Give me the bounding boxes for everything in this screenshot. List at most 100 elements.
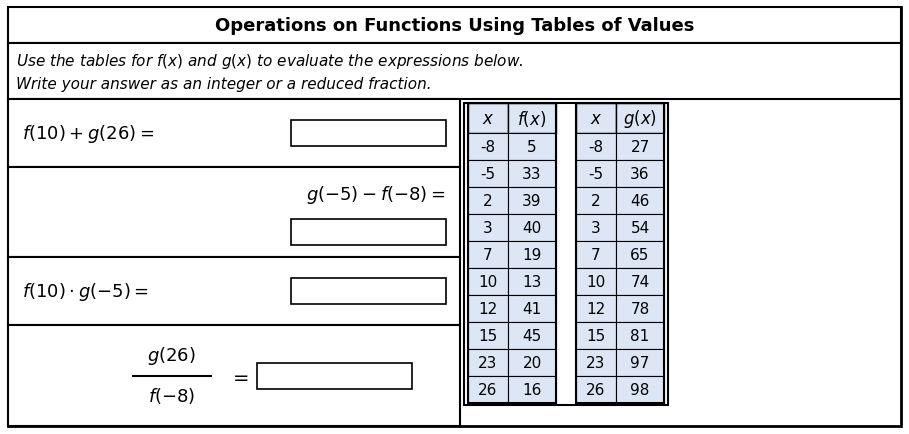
Bar xyxy=(468,134,508,161)
Text: 23: 23 xyxy=(586,355,605,370)
Bar xyxy=(576,187,616,214)
Bar xyxy=(468,322,508,349)
Bar xyxy=(508,322,556,349)
Text: 74: 74 xyxy=(630,274,650,289)
Bar xyxy=(576,104,616,134)
Text: 36: 36 xyxy=(630,167,650,181)
Text: 45: 45 xyxy=(523,328,542,343)
Bar xyxy=(468,349,508,376)
Bar xyxy=(508,187,556,214)
Text: 10: 10 xyxy=(478,274,497,289)
Bar xyxy=(256,363,412,388)
Text: 5: 5 xyxy=(527,140,537,155)
Text: 97: 97 xyxy=(630,355,650,370)
Bar xyxy=(508,104,556,134)
Text: $g(26)$: $g(26)$ xyxy=(147,345,196,367)
Bar xyxy=(468,104,556,403)
Bar xyxy=(576,104,664,403)
Bar xyxy=(576,134,616,161)
Bar xyxy=(616,268,664,295)
Bar xyxy=(468,161,508,187)
Bar xyxy=(576,214,616,241)
Text: 33: 33 xyxy=(523,167,542,181)
Text: 10: 10 xyxy=(586,274,605,289)
Bar xyxy=(508,241,556,268)
Text: 3: 3 xyxy=(591,220,601,236)
Bar xyxy=(468,241,508,268)
Text: $g(x)$: $g(x)$ xyxy=(623,108,657,130)
Text: $g( - 5) - f( - 8) =$: $g( - 5) - f( - 8) =$ xyxy=(306,184,446,206)
Bar xyxy=(468,214,508,241)
Text: 7: 7 xyxy=(591,247,601,263)
Text: 27: 27 xyxy=(630,140,650,155)
Text: $f(10) \cdot g( - 5) =$: $f(10) \cdot g( - 5) =$ xyxy=(22,280,149,302)
Bar xyxy=(468,104,508,134)
Text: 26: 26 xyxy=(586,382,605,397)
Text: $=$: $=$ xyxy=(229,366,249,385)
Text: 20: 20 xyxy=(523,355,542,370)
Text: 23: 23 xyxy=(478,355,498,370)
Bar xyxy=(576,376,616,403)
Bar xyxy=(616,241,664,268)
Bar xyxy=(616,376,664,403)
Text: 39: 39 xyxy=(523,194,542,208)
Bar xyxy=(8,44,901,100)
Bar xyxy=(616,214,664,241)
Bar xyxy=(616,187,664,214)
Text: 19: 19 xyxy=(523,247,542,263)
Text: $f(10) + g(26) =$: $f(10) + g(26) =$ xyxy=(22,123,155,145)
Bar xyxy=(616,104,664,134)
Text: -5: -5 xyxy=(588,167,604,181)
Bar xyxy=(576,161,616,187)
Bar xyxy=(576,349,616,376)
Text: 41: 41 xyxy=(523,301,542,316)
Bar xyxy=(576,268,616,295)
Bar xyxy=(616,134,664,161)
Bar xyxy=(8,100,460,168)
Bar xyxy=(508,161,556,187)
Text: -8: -8 xyxy=(481,140,495,155)
Text: 15: 15 xyxy=(586,328,605,343)
Text: 7: 7 xyxy=(484,247,493,263)
Bar xyxy=(576,322,616,349)
Bar xyxy=(508,268,556,295)
Text: $x$: $x$ xyxy=(482,110,494,128)
Bar xyxy=(616,349,664,376)
Text: -8: -8 xyxy=(588,140,604,155)
Bar xyxy=(291,121,446,147)
Text: 12: 12 xyxy=(586,301,605,316)
Text: 98: 98 xyxy=(630,382,650,397)
Bar xyxy=(508,214,556,241)
Bar xyxy=(8,257,460,325)
Text: 13: 13 xyxy=(523,274,542,289)
Text: Write your answer as an integer or a reduced fraction.: Write your answer as an integer or a red… xyxy=(16,77,432,92)
Text: 40: 40 xyxy=(523,220,542,236)
Text: 78: 78 xyxy=(630,301,650,316)
Bar xyxy=(508,349,556,376)
Text: 54: 54 xyxy=(630,220,650,236)
Text: 3: 3 xyxy=(483,220,493,236)
Text: 16: 16 xyxy=(523,382,542,397)
Bar xyxy=(576,295,616,322)
Bar xyxy=(291,219,446,245)
Text: 2: 2 xyxy=(484,194,493,208)
Text: 81: 81 xyxy=(630,328,650,343)
Bar xyxy=(464,104,668,405)
Bar xyxy=(576,241,616,268)
Bar xyxy=(616,295,664,322)
Text: 26: 26 xyxy=(478,382,498,397)
Text: $f(x)$: $f(x)$ xyxy=(517,109,546,129)
Bar xyxy=(8,168,460,257)
Bar xyxy=(508,376,556,403)
Text: -5: -5 xyxy=(481,167,495,181)
Bar xyxy=(468,268,508,295)
Bar xyxy=(8,8,901,44)
Text: $f( - 8)$: $f( - 8)$ xyxy=(148,386,195,405)
Text: 15: 15 xyxy=(478,328,497,343)
Bar xyxy=(468,376,508,403)
Text: Use the tables for $f(x)$ and $g(x)$ to evaluate the expressions below.: Use the tables for $f(x)$ and $g(x)$ to … xyxy=(16,53,524,71)
Bar xyxy=(508,295,556,322)
Bar xyxy=(468,295,508,322)
Bar xyxy=(616,322,664,349)
Text: Operations on Functions Using Tables of Values: Operations on Functions Using Tables of … xyxy=(215,17,694,35)
